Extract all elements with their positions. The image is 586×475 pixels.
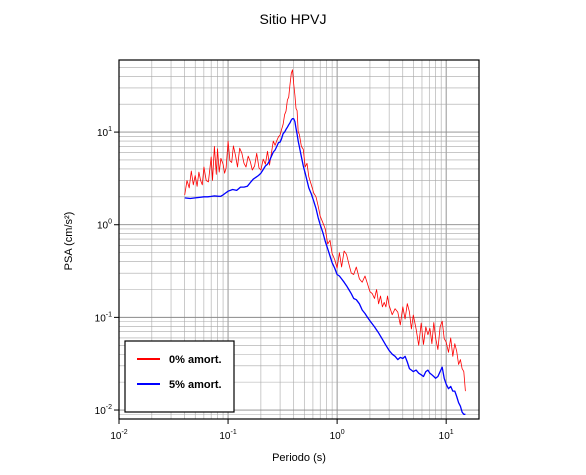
grid-lines bbox=[118, 59, 480, 420]
tick-label: 101 bbox=[439, 429, 454, 442]
x-axis-label: Periodo (s) bbox=[272, 452, 326, 464]
axis-ticks: 10-2 10-1 100 101 10-2 10-1 100 101 bbox=[95, 126, 454, 442]
tick-label: 10-2 bbox=[95, 404, 112, 417]
tick-label: 10-1 bbox=[95, 311, 112, 324]
plot-frame bbox=[118, 59, 480, 420]
series-line-1 bbox=[184, 117, 466, 415]
legend-box bbox=[124, 340, 235, 413]
legend-label-1: 5% amort. bbox=[169, 379, 222, 391]
legend-label-0: 0% amort. bbox=[169, 354, 222, 366]
series-line-0 bbox=[184, 69, 466, 392]
legend: 0% amort. 5% amort. bbox=[124, 340, 235, 413]
tick-label: 101 bbox=[97, 126, 112, 139]
tick-label: 10-1 bbox=[219, 429, 236, 442]
chart-title: Sitio HPVJ bbox=[260, 11, 327, 27]
series-lines bbox=[184, 69, 466, 415]
tick-label: 10-2 bbox=[110, 429, 127, 442]
y-axis-label: PSA (cm/s²) bbox=[63, 212, 75, 271]
tick-label: 100 bbox=[330, 429, 345, 442]
tick-label: 100 bbox=[97, 219, 112, 232]
